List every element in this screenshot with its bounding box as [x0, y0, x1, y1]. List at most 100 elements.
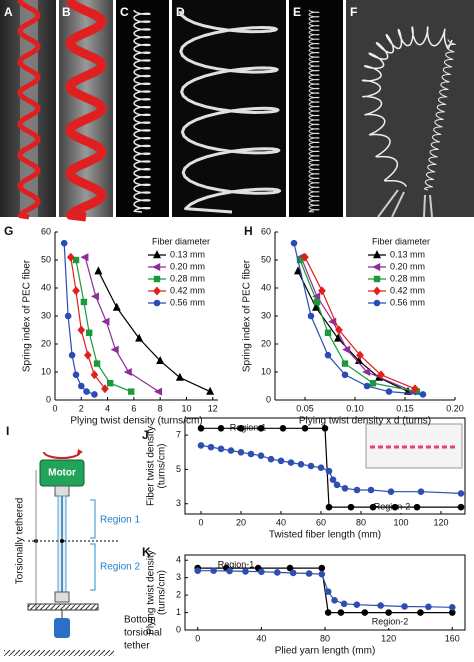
marker — [217, 445, 225, 453]
y-axis-label: Spring index of PEC fiber — [22, 259, 33, 372]
marker — [385, 388, 393, 395]
coil — [308, 9, 320, 213]
marker — [325, 503, 333, 511]
x-tick-label: 40 — [256, 633, 266, 643]
photo-e — [289, 0, 343, 217]
y-axis-label: (turns/cm) — [157, 444, 168, 489]
support — [27, 603, 99, 611]
x-tick-label: 8 — [158, 403, 163, 413]
marker — [347, 503, 355, 511]
marker — [377, 370, 385, 380]
tether-point — [60, 539, 64, 543]
marker — [367, 486, 375, 494]
marker — [387, 488, 395, 496]
marker — [94, 266, 103, 275]
marker — [112, 302, 121, 311]
x-tick-label: 4 — [105, 403, 110, 413]
panel-label: A — [4, 5, 13, 19]
y-tick-label: 20 — [41, 338, 51, 348]
x-tick-label: 6 — [131, 403, 136, 413]
y-tick-label: 30 — [41, 310, 51, 320]
y-tick-label: 10 — [41, 366, 51, 376]
marker — [154, 387, 163, 396]
marker — [331, 597, 338, 604]
legend-marker — [153, 299, 161, 307]
marker — [210, 567, 217, 574]
coil — [133, 9, 151, 213]
x-axis-label: Plying twist density x d (turns) — [299, 416, 431, 427]
marker — [242, 568, 249, 575]
helix — [65, 0, 107, 222]
marker — [457, 490, 465, 497]
rotation-arrow — [43, 451, 81, 459]
marker — [301, 424, 309, 432]
legend-label: 0.13 mm — [390, 249, 425, 259]
motor-label: Motor — [48, 468, 76, 479]
marker — [77, 325, 86, 335]
marker — [217, 424, 225, 432]
x-axis-label: Plied yarn length (mm) — [275, 646, 376, 657]
weight — [54, 618, 70, 638]
marker — [287, 459, 295, 466]
marker — [101, 317, 110, 326]
marker — [324, 588, 332, 595]
marker — [107, 380, 114, 387]
marker — [329, 476, 337, 484]
legend-label: 0.20 mm — [170, 261, 205, 271]
marker — [273, 569, 281, 576]
marker — [72, 286, 80, 296]
marker — [333, 481, 341, 489]
marker — [337, 609, 345, 616]
bottom-label: Bottom — [124, 615, 156, 626]
x-tick-label: 2 — [79, 403, 84, 413]
marker — [325, 467, 333, 475]
y-axis-label: Plying twist density — [146, 550, 157, 634]
marker — [197, 442, 205, 449]
annotation: Region-2 — [372, 616, 409, 626]
y-tick-label: 3 — [176, 572, 181, 582]
marker — [411, 384, 419, 394]
x-tick-label: 120 — [381, 633, 396, 643]
marker — [227, 447, 235, 454]
marker — [289, 569, 297, 577]
marker — [207, 443, 215, 451]
series-line — [300, 256, 414, 393]
legend-marker — [373, 286, 381, 296]
x-tick-label: 0 — [195, 633, 200, 643]
marker — [156, 355, 165, 364]
y-axis-label: (turns/cm) — [157, 570, 168, 615]
side-label: Torsionally tethered — [15, 498, 26, 585]
marker — [66, 252, 75, 262]
marker — [68, 351, 76, 359]
y-tick-label: 30 — [261, 310, 271, 320]
marker — [83, 388, 90, 395]
marker — [401, 603, 408, 610]
marker — [356, 350, 364, 360]
marker — [318, 570, 326, 578]
marker — [237, 448, 245, 456]
x-tick-label: 40 — [276, 517, 286, 527]
panel-label: I — [6, 424, 9, 438]
x-tick-label: 0 — [52, 403, 57, 413]
x-tick-label: 0.15 — [396, 403, 414, 413]
legend-label: 0.13 mm — [170, 249, 205, 259]
legend-marker — [373, 275, 381, 283]
marker — [369, 503, 377, 511]
clamp — [54, 485, 70, 497]
marker — [307, 312, 315, 320]
legend-marker — [153, 286, 161, 296]
marker — [84, 350, 92, 360]
marker — [175, 372, 184, 381]
y-tick-label: 0 — [46, 394, 51, 404]
legend-marker — [372, 262, 381, 272]
x-tick-label: 20 — [236, 517, 246, 527]
marker — [93, 360, 101, 367]
annotation: Region-1 — [218, 559, 255, 569]
marker — [324, 351, 332, 359]
x-tick-label: 0.20 — [446, 403, 464, 413]
panel-label: K — [142, 545, 151, 559]
y-tick-label: 1 — [176, 607, 181, 617]
marker — [279, 424, 287, 432]
x-axis-label: Plying twist density (turns/cm) — [70, 416, 202, 427]
legend-title: Fiber diameter — [152, 236, 210, 246]
